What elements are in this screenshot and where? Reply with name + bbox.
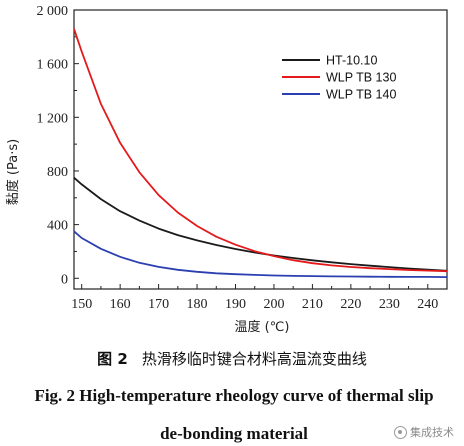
wechat-logo-icon [394,425,407,439]
x-axis-title: 温度 (℃) [235,319,290,335]
figure-caption-en-line1: Fig. 2 High-temperature rheology curve o… [34,386,434,405]
series-line-1 [73,177,448,272]
x-tick-label: 240 [417,297,438,312]
figure-caption-en-line2: de-bonding material [160,424,308,443]
y-tick-label: 0 [61,272,68,287]
x-tick-label: 190 [225,297,246,312]
plot-area-frame [73,9,448,290]
watermark-text: 集成技术 [410,426,454,439]
x-tick-label: 170 [148,297,169,312]
series-line-2 [73,28,448,273]
figure-caption-zh: 图 2 热滑移临时键合材料高温流变曲线 [0,348,464,369]
legend-label-2: WLP TB 130 [326,71,396,85]
y-tick-label: 1 200 [37,111,69,126]
y-tick-label: 1 600 [37,58,69,73]
x-tick-label: 160 [110,297,131,312]
y-axis-title: 黏度 (Pa·s) [5,139,21,205]
y-tick-label: 2 000 [37,4,69,19]
figure-title-zh: 热滑移临时键合材料高温流变曲线 [141,350,367,368]
x-tick-label: 150 [71,297,92,312]
viscosity-temperature-chart: 150 160 170 180 190 200 210 220 230 240 0 400 800 1 2… [5,4,448,335]
legend-label-3: WLP TB 140 [326,88,396,102]
y-tick-label: 400 [47,219,68,234]
y-tick-label: 800 [47,165,68,180]
x-tick-label: 210 [302,297,323,312]
legend-label-1: HT-10.10 [326,54,377,68]
x-tick-label: 230 [379,297,400,312]
watermark: 集成技术 [394,424,454,440]
figure-number-zh: 图 2 [97,350,128,368]
x-tick-label: 180 [187,297,208,312]
series-line-3 [73,230,448,278]
x-tick-label: 200 [263,297,284,312]
x-tick-label: 220 [340,297,361,312]
